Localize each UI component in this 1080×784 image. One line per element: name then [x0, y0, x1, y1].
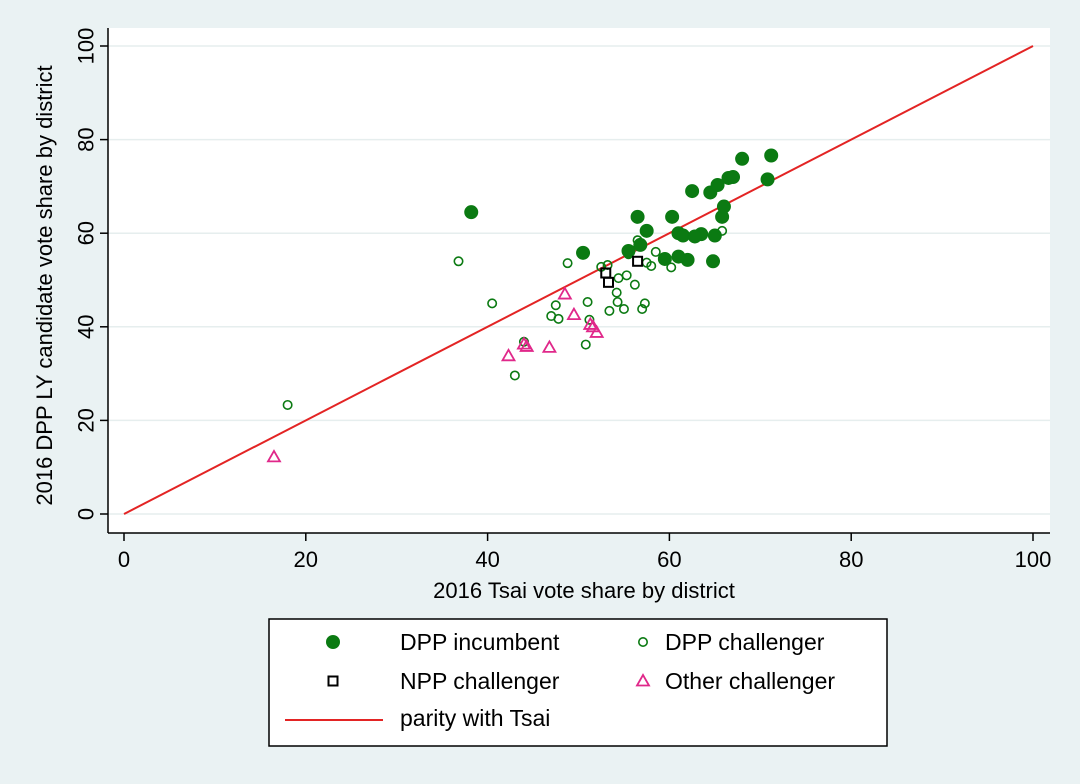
data-point	[671, 249, 686, 264]
data-point	[464, 205, 479, 220]
data-point	[576, 245, 591, 260]
data-point	[604, 305, 615, 316]
data-point	[566, 306, 582, 321]
legend-marker	[327, 675, 339, 687]
data-point	[541, 339, 557, 353]
data-point	[557, 286, 573, 300]
data-point	[580, 339, 591, 350]
data-point	[687, 229, 702, 244]
x-tick-label: 40	[475, 547, 499, 572]
data-point	[716, 199, 731, 214]
legend-label: DPP challenger	[665, 629, 825, 655]
data-point	[639, 298, 650, 309]
parity-line	[123, 45, 1034, 515]
series-dpp-incumbent	[464, 148, 779, 269]
data-point	[685, 184, 700, 199]
data-point	[550, 300, 561, 311]
data-point	[710, 177, 725, 192]
legend-item: NPP challenger	[327, 668, 560, 694]
data-point	[707, 228, 722, 243]
legend-item: Other challenger	[635, 668, 835, 694]
data-point	[666, 262, 677, 273]
data-point	[639, 223, 654, 238]
data-point	[519, 338, 535, 352]
y-tick-label: 20	[74, 408, 99, 432]
legend-item: DPP challenger	[637, 629, 825, 655]
legend-marker	[637, 636, 648, 647]
y-tick-label: 0	[74, 508, 99, 520]
data-point	[764, 148, 779, 163]
legend: DPP incumbent DPP challenger NPP challenge…	[268, 618, 888, 747]
data-point	[665, 209, 680, 224]
data-point	[584, 314, 595, 325]
x-tick-label: 0	[118, 547, 130, 572]
legend-marker	[326, 635, 340, 649]
axes: 0 20 40 60 80 100 0 20 40 60 80 100	[74, 28, 1052, 572]
x-tick-label: 20	[294, 547, 318, 572]
series-dpp-challenger	[282, 225, 728, 410]
y-tick-label: 60	[74, 221, 99, 245]
data-point	[632, 255, 644, 267]
data-point	[582, 316, 598, 330]
x-tick-label: 60	[657, 547, 681, 572]
legend-box	[268, 618, 888, 747]
data-point	[621, 243, 636, 258]
data-point	[266, 449, 282, 463]
gridlines	[108, 45, 1050, 515]
data-point	[630, 209, 645, 224]
data-point	[516, 336, 532, 350]
legend-label: DPP incumbent	[400, 629, 560, 655]
data-point	[629, 279, 640, 290]
data-point	[735, 151, 750, 166]
legend-entries: DPP incumbent DPP challenger NPP challenge…	[285, 629, 835, 731]
data-point	[282, 399, 293, 410]
data-point	[676, 228, 691, 243]
data-point	[582, 296, 593, 307]
data-point	[602, 276, 614, 288]
data-point	[632, 235, 643, 246]
data-point	[553, 313, 564, 324]
legend-label: parity with Tsai	[400, 705, 550, 731]
y-tick-label: 40	[74, 315, 99, 339]
legend-label: NPP challenger	[400, 668, 560, 694]
legend-label: Other challenger	[665, 668, 835, 694]
legend-marker	[635, 673, 651, 687]
series-npp-challenger	[600, 255, 644, 288]
legend-item: DPP incumbent	[326, 629, 560, 655]
data-point	[706, 254, 721, 269]
data-point	[760, 172, 775, 187]
data-point	[589, 324, 605, 338]
data-point	[621, 270, 632, 281]
data-point	[657, 251, 672, 266]
data-point	[612, 296, 623, 307]
series-other-challenger	[266, 286, 605, 463]
data-point	[562, 258, 573, 269]
data-point	[487, 298, 498, 309]
series-layer	[123, 45, 1034, 515]
y-tick-label: 80	[74, 127, 99, 151]
data-point	[717, 225, 728, 236]
data-point	[453, 256, 464, 267]
x-tick-label: 100	[1015, 547, 1052, 572]
data-point	[611, 287, 622, 298]
data-point	[623, 249, 634, 260]
data-point	[726, 170, 741, 185]
data-point	[509, 370, 520, 381]
x-tick-label: 80	[839, 547, 863, 572]
data-point	[633, 237, 648, 252]
data-point	[646, 260, 657, 271]
data-point	[618, 304, 629, 315]
y-tick-label: 100	[74, 28, 99, 65]
y-axis-title: 2016 DPP LY candidate vote share by dist…	[32, 65, 57, 505]
data-point	[500, 348, 517, 362]
data-point	[650, 246, 661, 257]
x-axis-title: 2016 Tsai vote share by district	[433, 578, 735, 603]
legend-item: parity with Tsai	[285, 705, 550, 731]
data-point	[637, 304, 648, 315]
